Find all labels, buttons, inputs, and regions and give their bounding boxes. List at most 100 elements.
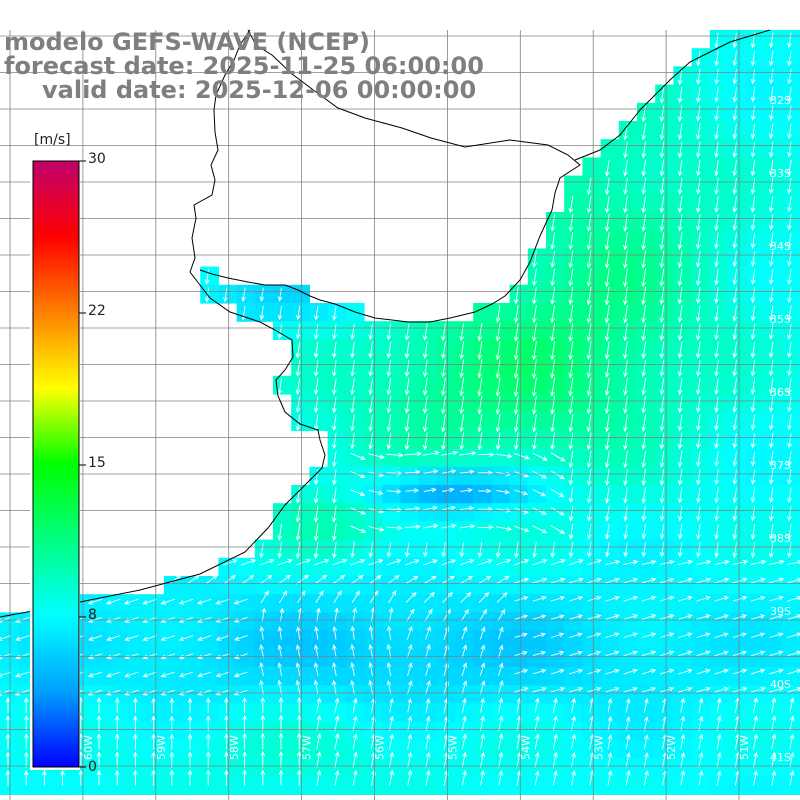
wind-arrow bbox=[659, 650, 675, 657]
wind-cell bbox=[582, 175, 602, 195]
wind-cell bbox=[618, 121, 638, 140]
wind-arrow bbox=[750, 250, 756, 267]
wind-cell bbox=[364, 539, 383, 559]
wind-arrow bbox=[623, 214, 628, 232]
wind-arrow bbox=[586, 469, 592, 486]
wind-cell bbox=[782, 339, 800, 359]
wind-cell bbox=[764, 102, 784, 122]
wind-cell bbox=[691, 667, 711, 686]
wind-cell bbox=[782, 430, 800, 450]
wind-cell bbox=[254, 758, 274, 777]
wind-cell bbox=[273, 576, 292, 595]
wind-arrow bbox=[513, 359, 519, 379]
wind-cell bbox=[327, 394, 347, 413]
wind-cell bbox=[728, 66, 747, 86]
wind-arrow bbox=[750, 505, 756, 522]
wind-arrow bbox=[234, 653, 248, 660]
wind-cell bbox=[637, 412, 656, 431]
wind-cell bbox=[655, 503, 674, 522]
wind-arrow bbox=[641, 650, 657, 657]
wind-cell bbox=[673, 739, 693, 759]
wind-arrow bbox=[350, 414, 355, 432]
wind-arrow bbox=[404, 414, 410, 433]
wind-arrow bbox=[568, 232, 574, 251]
wind-cell bbox=[600, 776, 620, 795]
wind-cell bbox=[236, 557, 256, 577]
wind-arrow bbox=[768, 341, 774, 359]
wind-cell bbox=[400, 394, 420, 413]
wind-cell bbox=[91, 721, 110, 741]
wind-cell bbox=[382, 448, 401, 468]
wind-cell bbox=[709, 303, 729, 322]
wind-cell bbox=[691, 212, 711, 231]
wind-cell bbox=[418, 667, 438, 686]
wind-arrow bbox=[534, 751, 540, 768]
wind-cell bbox=[782, 648, 800, 668]
wind-arrow bbox=[460, 487, 474, 493]
wind-cell bbox=[509, 721, 529, 741]
wind-arrow bbox=[677, 268, 683, 287]
wind-arrow bbox=[441, 323, 446, 342]
wind-arrow bbox=[696, 614, 711, 620]
wind-cell bbox=[309, 485, 329, 504]
wind-cell bbox=[618, 157, 638, 177]
wind-arrow bbox=[332, 341, 337, 359]
wind-arrow bbox=[531, 377, 537, 397]
wind-arrow bbox=[714, 32, 719, 49]
wind-cell bbox=[291, 321, 310, 340]
wind-cell bbox=[0, 667, 19, 686]
wind-arrow bbox=[641, 414, 647, 432]
wind-arrow bbox=[695, 378, 701, 396]
wind-cell bbox=[746, 212, 765, 231]
wind-arrow bbox=[769, 650, 784, 657]
wind-arrow bbox=[441, 523, 457, 529]
wind-cell bbox=[254, 685, 274, 704]
wind-arrow bbox=[531, 395, 537, 415]
wind-arrow bbox=[425, 751, 431, 768]
wind-cell bbox=[655, 412, 674, 431]
wind-arrow bbox=[5, 697, 11, 713]
wind-arrow bbox=[441, 559, 457, 566]
wind-arrow bbox=[5, 733, 11, 750]
wind-cell bbox=[564, 321, 583, 340]
wind-arrow bbox=[205, 751, 211, 768]
wind-arrow bbox=[623, 359, 628, 378]
wind-arrow bbox=[259, 305, 265, 321]
wind-arrow bbox=[696, 432, 701, 450]
lon-label: 56W bbox=[374, 735, 387, 760]
wind-cell bbox=[473, 303, 492, 322]
wind-arrow bbox=[604, 432, 610, 451]
wind-cell bbox=[418, 703, 438, 723]
wind-arrow bbox=[714, 523, 719, 540]
wind-cell bbox=[564, 266, 583, 286]
wind-arrow bbox=[425, 643, 431, 658]
wind-cell bbox=[400, 557, 420, 577]
wind-cell bbox=[709, 84, 729, 104]
wind-cell bbox=[436, 539, 456, 559]
wind-arrow bbox=[424, 608, 433, 622]
wind-arrow bbox=[732, 196, 738, 213]
wind-cell bbox=[345, 721, 365, 741]
wind-arrow bbox=[586, 304, 592, 324]
wind-cell bbox=[254, 594, 274, 613]
wind-cell bbox=[564, 721, 583, 741]
wind-cell bbox=[291, 357, 310, 377]
wind-cell bbox=[728, 412, 747, 431]
wind-cell bbox=[491, 576, 511, 595]
wind-cell bbox=[709, 648, 729, 668]
wind-cell bbox=[418, 739, 438, 759]
wind-cell bbox=[509, 339, 529, 359]
wind-cell bbox=[491, 394, 511, 413]
wind-arrow bbox=[750, 305, 756, 322]
wind-arrow bbox=[278, 574, 291, 585]
wind-cell bbox=[309, 557, 329, 577]
wind-arrow bbox=[350, 643, 355, 658]
wind-arrow bbox=[87, 671, 103, 678]
wind-cell bbox=[109, 685, 128, 704]
wind-arrow bbox=[405, 506, 421, 511]
wind-cell bbox=[436, 357, 456, 377]
wind-cell bbox=[309, 776, 329, 795]
wind-arrow bbox=[278, 769, 284, 786]
wind-cell bbox=[600, 430, 620, 450]
wind-cell bbox=[291, 667, 310, 686]
